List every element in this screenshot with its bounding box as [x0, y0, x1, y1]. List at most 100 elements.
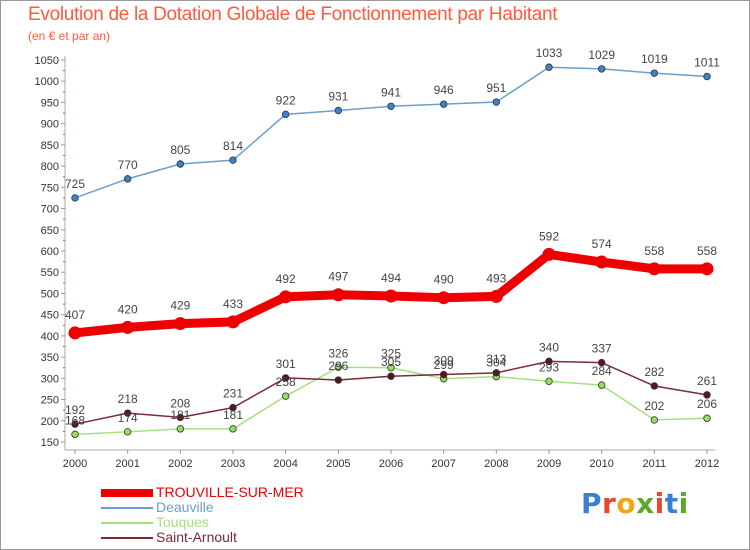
legend-label: Deauville — [156, 499, 214, 515]
data-point-deauville — [545, 63, 553, 71]
data-label-saint-arnoult: 305 — [381, 355, 401, 369]
y-tick-label: 450 — [41, 310, 59, 322]
data-point-deauville — [387, 102, 395, 110]
data-point-touques — [650, 416, 659, 424]
legend-label: Touques — [156, 514, 209, 530]
data-label-trouville-sur-mer: 493 — [486, 271, 506, 285]
data-label-touques: 174 — [118, 411, 138, 425]
data-label-deauville: 770 — [118, 158, 138, 172]
data-point-trouville-sur-mer — [489, 289, 503, 303]
data-label-trouville-sur-mer: 433 — [223, 297, 243, 311]
data-label-trouville-sur-mer: 558 — [697, 244, 717, 258]
data-label-saint-arnoult: 218 — [118, 392, 138, 406]
legend-label: Saint-Arnoult — [156, 529, 237, 545]
data-point-trouville-sur-mer — [647, 262, 661, 276]
y-tick-label: 500 — [41, 288, 59, 300]
data-label-saint-arnoult: 231 — [223, 387, 243, 401]
data-label-saint-arnoult: 208 — [170, 396, 190, 410]
x-tick-label: 2006 — [379, 458, 403, 470]
data-point-deauville — [229, 156, 237, 164]
data-point-trouville-sur-mer — [121, 320, 135, 334]
data-point-trouville-sur-mer — [437, 291, 451, 305]
x-tick-label: 2008 — [484, 458, 508, 470]
x-tick-label: 2009 — [537, 458, 561, 470]
x-tick-label: 2001 — [115, 458, 139, 470]
data-point-deauville — [492, 98, 501, 106]
data-point-deauville — [703, 72, 711, 81]
data-point-saint-arnoult — [545, 357, 553, 366]
chart-subtitle: (en € et par an) — [28, 29, 111, 43]
data-point-trouville-sur-mer — [700, 262, 714, 276]
data-label-touques: 325 — [381, 347, 401, 361]
legend-swatch — [101, 536, 153, 539]
logo-letter: x — [636, 487, 655, 520]
data-label-touques: 284 — [592, 364, 612, 378]
data-label-trouville-sur-mer: 574 — [592, 237, 612, 251]
data-point-touques — [71, 430, 79, 439]
x-tick-label: 2004 — [273, 458, 297, 470]
data-point-touques — [703, 414, 711, 422]
data-point-deauville — [123, 175, 132, 183]
y-tick-label: 700 — [41, 204, 59, 216]
data-point-saint-arnoult — [387, 372, 395, 380]
data-label-deauville: 931 — [328, 90, 348, 104]
data-point-deauville — [334, 106, 343, 115]
y-tick-label: 250 — [41, 395, 59, 407]
data-label-deauville: 922 — [276, 93, 296, 107]
data-label-deauville: 941 — [381, 85, 401, 99]
y-tick-label: 150 — [41, 437, 59, 449]
data-label-touques: 181 — [170, 408, 190, 422]
data-label-touques: 181 — [223, 408, 243, 422]
proxiti-logo: Proxiti — [581, 487, 689, 520]
data-point-touques — [387, 364, 395, 372]
data-label-saint-arnoult: 282 — [644, 365, 664, 379]
data-point-touques — [545, 377, 553, 386]
data-label-saint-arnoult: 301 — [276, 357, 296, 371]
data-label-deauville: 1033 — [536, 46, 563, 60]
data-point-saint-arnoult — [492, 369, 501, 377]
data-label-saint-arnoult: 261 — [697, 374, 717, 388]
data-point-saint-arnoult — [281, 374, 290, 382]
x-tick-label: 2002 — [168, 458, 192, 470]
data-label-saint-arnoult: 296 — [328, 359, 348, 373]
data-point-saint-arnoult — [439, 370, 448, 379]
x-tick-label: 2005 — [326, 458, 350, 470]
data-point-trouville-sur-mer — [68, 326, 82, 340]
legend-label: TROUVILLE-SUR-MER — [156, 484, 304, 500]
data-point-deauville — [439, 100, 448, 108]
data-label-deauville: 805 — [170, 143, 190, 157]
data-point-saint-arnoult — [123, 409, 132, 417]
data-label-touques: 299 — [434, 358, 454, 372]
data-label-deauville: 946 — [434, 83, 454, 97]
data-label-saint-arnoult: 340 — [539, 340, 559, 354]
x-tick-label: 2003 — [221, 458, 245, 470]
x-tick-label: 2010 — [589, 458, 613, 470]
logo-letter: o — [616, 487, 637, 520]
y-tick-label: 900 — [41, 119, 59, 131]
data-point-trouville-sur-mer — [384, 289, 398, 303]
data-label-trouville-sur-mer: 490 — [434, 273, 454, 287]
x-tick-label: 2011 — [643, 458, 667, 470]
chart-title: Evolution de la Dotation Globale de Fonc… — [28, 4, 558, 25]
data-point-deauville — [281, 110, 290, 119]
x-tick-label: 2000 — [63, 458, 87, 470]
legend-swatch — [101, 488, 153, 497]
data-label-touques: 293 — [539, 360, 559, 374]
logo-letter: P — [581, 487, 603, 520]
data-label-deauville: 725 — [65, 177, 85, 191]
data-label-deauville: 1019 — [641, 52, 668, 66]
y-tick-label: 300 — [41, 373, 59, 385]
data-label-deauville: 1011 — [694, 56, 720, 70]
data-point-deauville — [597, 65, 606, 73]
logo-letter: i — [654, 487, 665, 520]
data-point-saint-arnoult — [597, 358, 606, 367]
data-label-trouville-sur-mer: 497 — [328, 270, 348, 284]
data-label-trouville-sur-mer: 407 — [65, 308, 85, 322]
legend-swatch — [101, 521, 153, 524]
data-point-trouville-sur-mer — [542, 247, 556, 261]
data-point-trouville-sur-mer — [595, 255, 609, 269]
data-label-trouville-sur-mer: 492 — [276, 272, 296, 286]
data-point-touques — [176, 425, 185, 433]
data-point-saint-arnoult — [334, 376, 343, 384]
